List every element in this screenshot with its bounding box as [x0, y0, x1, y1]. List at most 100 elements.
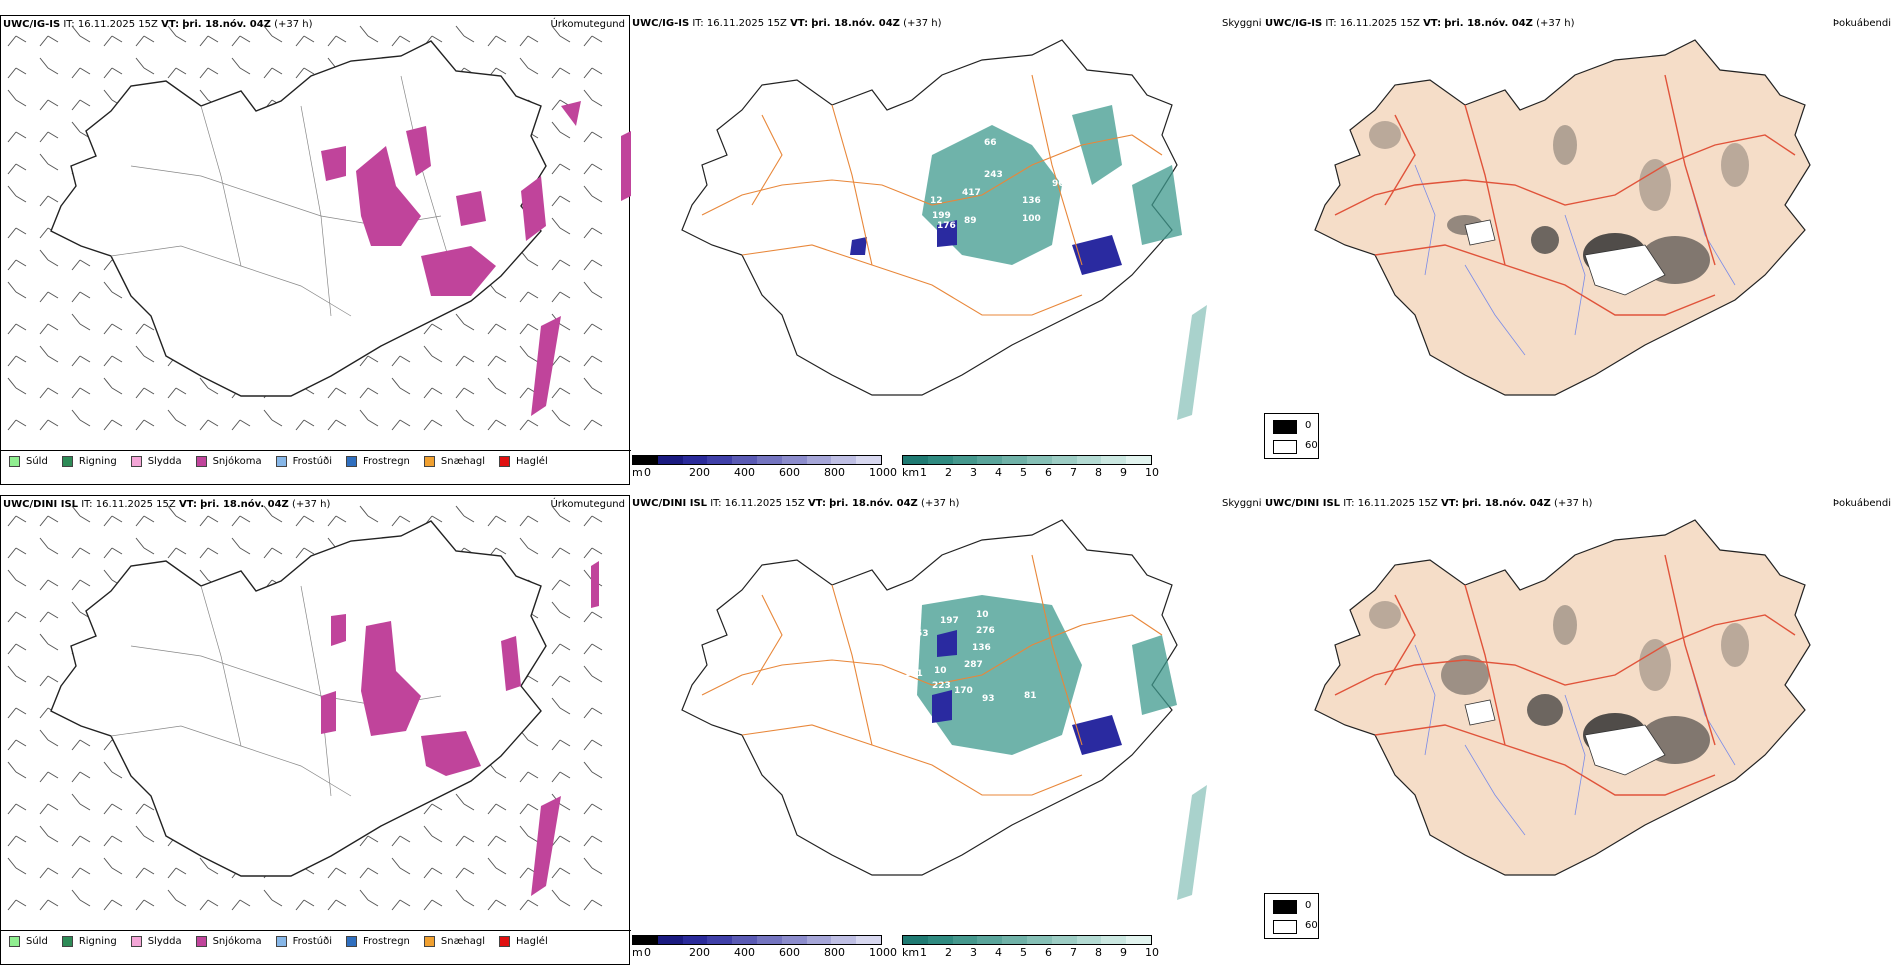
panel-name: Úrkomutegund — [550, 499, 625, 510]
colorbar-segment — [732, 936, 757, 944]
wind-barb — [7, 643, 27, 655]
visibility-value-label: 127 — [830, 197, 849, 207]
roads — [1334, 554, 1796, 796]
wind-barb — [71, 313, 91, 331]
visibility-value-label: 81 — [1024, 691, 1037, 701]
colorbar-tick: 0 — [644, 466, 651, 479]
colorbar-tick: 600 — [779, 466, 800, 479]
colorbar-tick: 3 — [970, 466, 977, 479]
wind-barb — [135, 345, 155, 363]
wind-barb — [39, 611, 59, 623]
wind-barb — [103, 35, 123, 47]
visibility-value-label: 93 — [982, 694, 995, 704]
fog-swatch-0 — [1273, 420, 1297, 434]
wind-barb — [263, 547, 283, 559]
wind-barb — [7, 227, 27, 239]
wind-barb — [583, 419, 603, 431]
wind-barb — [583, 611, 603, 623]
wind-barb — [71, 355, 91, 367]
wind-barb — [583, 323, 603, 335]
wind-barb — [519, 291, 539, 303]
wind-barb — [167, 505, 187, 523]
wind-barb — [199, 899, 219, 911]
wind-barb — [551, 675, 571, 687]
visibility-value-label: 170 — [954, 686, 973, 696]
wind-barb — [71, 99, 91, 111]
wind-barb — [199, 35, 219, 47]
wind-barb — [39, 195, 59, 207]
legend-item: Frostregn — [346, 935, 410, 947]
ceiling-blue-areas — [850, 220, 1122, 275]
wind-barb — [71, 867, 91, 879]
wind-barb — [7, 569, 27, 587]
legend-item: Rigning — [61, 455, 117, 467]
vis-teal-areas — [917, 595, 1207, 900]
panel-name: Skyggni — [1222, 498, 1262, 509]
wind-barb — [583, 739, 603, 751]
wind-barb — [551, 25, 571, 43]
wind-barb — [487, 355, 507, 367]
visibility-value-label: 199 — [932, 211, 951, 221]
wind-barb — [263, 67, 283, 79]
legend-item: Haglél — [499, 935, 548, 947]
visibility-value-label: 100 — [1022, 214, 1041, 224]
wind-barb — [359, 25, 379, 43]
colorbar-segment — [1076, 936, 1102, 944]
wind-barb — [103, 419, 123, 431]
wind-barb — [551, 547, 571, 559]
panel-name: Skyggni — [1222, 18, 1262, 29]
colorbar-tick: 1000 — [869, 466, 897, 479]
legend-item: Haglél — [499, 455, 548, 467]
wind-barb — [7, 35, 27, 47]
legend-swatch — [423, 455, 435, 467]
colorbar-segment — [1126, 936, 1151, 944]
wind-barb — [103, 899, 123, 911]
legend-label: Snjókoma — [212, 935, 262, 947]
visibility-value-label: 93 — [1068, 197, 1081, 207]
glaciers — [1464, 219, 1666, 296]
wind-barb — [7, 899, 27, 911]
visibility-value-label: 97 — [904, 154, 917, 164]
colorbar-tick: 200 — [689, 946, 710, 959]
wind-barb — [583, 355, 603, 367]
wind-barb — [295, 419, 315, 431]
wind-barb — [551, 867, 571, 879]
colorbar-segment — [633, 456, 658, 464]
visibility-value-label: 287 — [964, 660, 983, 670]
wind-barb — [231, 899, 251, 911]
colorbar-tick: 800 — [824, 946, 845, 959]
visibility-value-label: 66 — [912, 126, 925, 136]
visibility-value-label: 17 — [824, 213, 837, 223]
wind-barb — [231, 419, 251, 431]
legend-label: Snæhagl — [440, 455, 486, 467]
wind-barb — [551, 387, 571, 399]
wind-barb — [551, 409, 571, 427]
wind-barb — [519, 345, 539, 363]
wind-barb — [327, 387, 347, 399]
wind-barb — [327, 899, 347, 911]
wind-barb — [583, 281, 603, 299]
colorbar-tick: 5 — [1020, 946, 1027, 959]
colorbar-segment — [977, 936, 1003, 944]
wind-barb — [391, 857, 411, 875]
wind-barb — [39, 675, 59, 687]
wind-barb — [263, 505, 283, 523]
wind-barb — [103, 803, 123, 815]
wind-barb — [583, 803, 603, 815]
wind-barb — [7, 89, 27, 107]
colorbar-segment — [756, 936, 782, 944]
legend-item: Rigning — [61, 935, 117, 947]
wind-barb — [455, 889, 475, 907]
colorbar-segment — [1026, 456, 1052, 464]
visibility-value-label: 197 — [940, 616, 959, 626]
visibility-value-label: 19 — [894, 140, 907, 150]
ceiling-blue-areas — [932, 630, 1122, 755]
wind-barb — [39, 419, 59, 431]
wind-barb — [7, 835, 27, 847]
fog-panel-row1: UWC/IG-IS IT: 16.11.2025 15Z VT: þri. 18… — [1265, 15, 1895, 485]
visibility-value-label: 39 — [890, 116, 903, 126]
wind-barb — [455, 387, 475, 399]
wind-barb — [583, 547, 603, 559]
visibility-value-label: 131 — [900, 201, 919, 211]
